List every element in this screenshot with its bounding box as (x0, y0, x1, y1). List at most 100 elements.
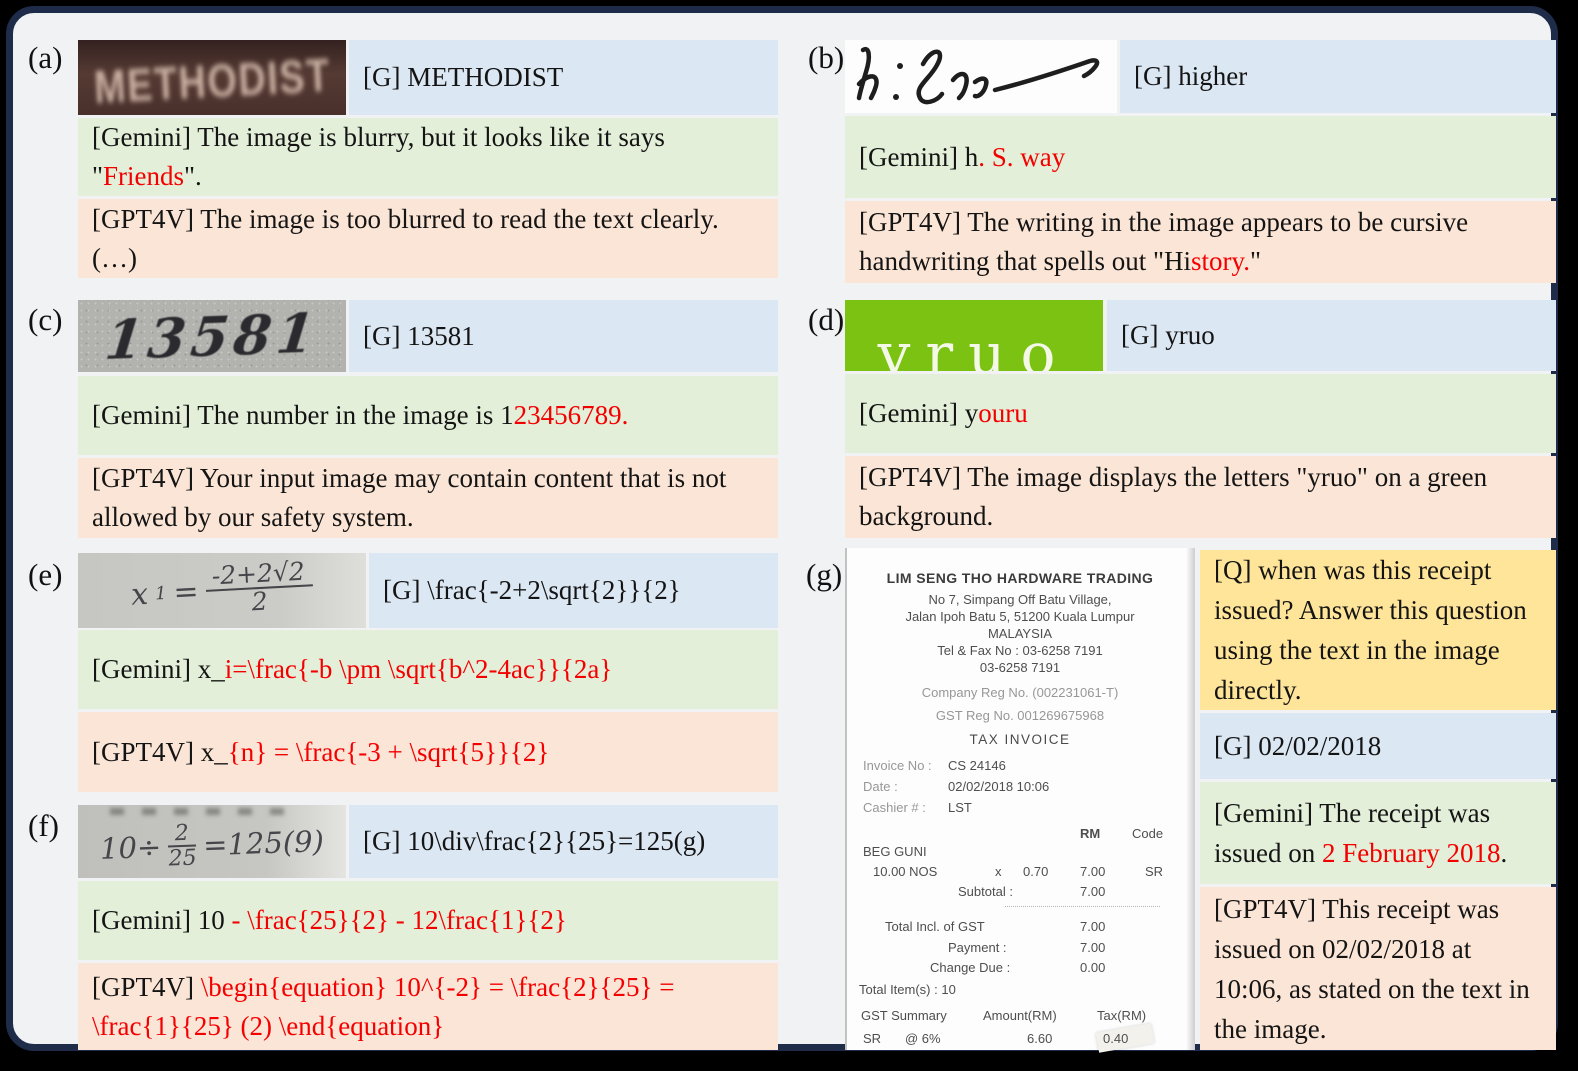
receipt-date-value: 02/02/2018 10:06 (948, 779, 1050, 794)
gpt4v-response-d: [GPT4V] The image displays the letters "… (845, 456, 1556, 538)
receipt-total-value: 7.00 (1080, 919, 1106, 934)
panel-label-f: (f) (28, 808, 59, 843)
gemini-response-d: [Gemini] youru (845, 374, 1556, 453)
ground-truth-g-text: [G] 02/02/2018 (1214, 731, 1382, 761)
yruo-text: yruo (877, 320, 1071, 371)
panel-label-d: (d) (808, 302, 845, 337)
panel-label-e: (e) (28, 557, 63, 592)
ground-truth-f: [G] 10\div\frac{2}{25}=125(g) (349, 805, 778, 878)
gpt4v-response-a: [GPT4V] The image is too blurred to read… (78, 199, 778, 278)
receipt-address-1: No 7, Simpang Off Batu Village, (928, 592, 1112, 607)
gemini-f-seg0: [Gemini] 10 (92, 905, 232, 935)
receipt-country: MALAYSIA (987, 626, 1053, 641)
gemini-response-f: [Gemini] 10 - \frac{25}{2} - 12\frac{1}{… (78, 881, 778, 960)
ground-truth-c: [G] 13581 (349, 300, 778, 372)
gemini-a-seg2: ". (184, 161, 202, 191)
gpt4v-response-g: [GPT4V] This receipt was issued on 02/02… (1200, 887, 1556, 1050)
division-denominator: 25 (168, 846, 198, 873)
receipt-gst-amount: 6.60 (1027, 1031, 1053, 1046)
gemini-response-e: [Gemini] x_i=\frac{-b \pm \sqrt{b^2-4ac}… (78, 630, 778, 709)
gemini-a-seg0: [Gemini] The image is blurry, but it loo… (92, 122, 672, 191)
question-g-text: [Q] when was this receipt issued? Answer… (1214, 555, 1534, 705)
receipt-payment-label: Payment : (948, 940, 1007, 955)
receipt-line-code: SR (1145, 864, 1164, 879)
receipt-store-name: LIM SENG THO HARDWARE TRADING (886, 570, 1154, 586)
handwriting-scrawl (856, 46, 1100, 105)
receipt-divider (1005, 906, 1160, 907)
gpt4v-response-f: [GPT4V] \begin{equation} 10^{-2} = \frac… (78, 963, 778, 1050)
sample-image-yruo: yruo (845, 300, 1103, 371)
gpt4v-response-e: [GPT4V] x_{n} = \frac{-3 + \sqrt{5}}{2} (78, 712, 778, 792)
gpt4v-response-b: [GPT4V] The writing in the image appears… (845, 201, 1556, 283)
receipt-tel-1: Tel & Fax No : 03-6258 7191 (937, 643, 1103, 658)
receipt-gst-reg: GST Reg No. 001269675968 (935, 708, 1105, 723)
division-result: =125(9) (202, 824, 325, 863)
division-prefix: 10÷ (99, 830, 162, 867)
receipt-times: x (995, 864, 1002, 879)
gemini-g-error: 2 February 2018 (1322, 838, 1501, 868)
sample-image-receipt: LIM SENG THO HARDWARE TRADING No 7, Simp… (845, 548, 1195, 1053)
receipt-invoice-value: CS 24146 (948, 758, 1006, 773)
ground-truth-a-text: [G] METHODIST (363, 62, 564, 92)
receipt-cashier-value: LST (948, 800, 972, 815)
panel-label-a: (a) (28, 40, 63, 75)
gpt4v-b-seg2: " (1250, 246, 1262, 276)
receipt-amount-rm: Amount(RM) (983, 1008, 1057, 1023)
gpt4v-g-text: [GPT4V] This receipt was issued on 02/02… (1214, 893, 1537, 1044)
gemini-c-error: 23456789. (513, 400, 629, 430)
formula-sub: 1 (154, 582, 168, 605)
receipt-line-amount: 7.00 (1080, 864, 1106, 879)
receipt-change-value: 0.00 (1080, 960, 1106, 975)
gemini-response-c: [Gemini] The number in the image is 1234… (78, 376, 778, 455)
gemini-g-seg0: [Gemini] The receipt was issued on (1214, 798, 1497, 868)
handwritten-digits: 13581 (101, 300, 323, 372)
receipt-subtotal-label: Subtotal : (958, 884, 1013, 899)
receipt-payment-value: 7.00 (1080, 940, 1106, 955)
receipt-gst-tax: 0.40 (1103, 1031, 1129, 1046)
receipt-company-reg: Company Reg No. (002231061-T) (921, 685, 1119, 700)
receipt-tel-2: 03-6258 7191 (979, 660, 1061, 675)
handwritten-division: 10÷ 2 25 =125(9) (99, 818, 325, 874)
sample-image-higher-handwriting (845, 40, 1117, 113)
gemini-g-seg2: . (1500, 838, 1508, 868)
receipt-change-label: Change Due : (930, 960, 1011, 975)
ground-truth-a: [G] METHODIST (349, 40, 778, 115)
sample-image-formula-f: 10÷ 2 25 =125(9) (78, 805, 346, 878)
gemini-d-error: ouru (978, 398, 1028, 428)
receipt-rate: @ 6% (905, 1031, 941, 1046)
ground-truth-c-text: [G] 13581 (363, 320, 475, 351)
formula-eq: = (172, 574, 200, 611)
gpt4v-e-seg0: [GPT4V] x_ (92, 736, 228, 767)
ground-truth-d-text: [G] yruo (1121, 320, 1215, 350)
ground-truth-e-text: [G] \frac{-2+2\sqrt{2}}{2} (383, 575, 681, 605)
gemini-b-error: . S. way (978, 141, 1066, 172)
receipt-date-label: Date : (863, 779, 898, 794)
gpt4v-f-error: \begin{equation} 10^{-2} = \frac{2}{25} … (92, 971, 682, 1041)
receipt-subtotal-value: 7.00 (1080, 884, 1106, 899)
receipt-address-2: Jalan Ipoh Batu 5, 51200 Kuala Lumpur (905, 609, 1135, 624)
ground-truth-e: [G] \frac{-2+2\sqrt{2}}{2} (369, 553, 778, 628)
gpt4v-e-error: {n} = \frac{-3 + \sqrt{5}}{2} (227, 736, 550, 767)
gemini-b-seg0: [Gemini] h (859, 141, 979, 172)
gpt4v-response-c: [GPT4V] Your input image may contain con… (78, 458, 778, 538)
gpt4v-f-seg0: [GPT4V] (92, 971, 201, 1002)
gemini-d-seg0: [Gemini] y (859, 398, 979, 428)
gpt4v-b-seg0: [GPT4V] The writing in the image appears… (859, 207, 1475, 276)
receipt-tax-rm: Tax(RM) (1097, 1008, 1147, 1023)
gemini-response-a: [Gemini] The image is blurry, but it loo… (78, 118, 778, 196)
ground-truth-f-text: [G] 10\div\frac{2}{25}=125(g) (363, 826, 706, 856)
receipt-total-items: Total Item(s) : 10 (859, 982, 956, 997)
panel-label-c: (c) (28, 302, 63, 337)
panel-label-g: (g) (806, 557, 843, 592)
ground-truth-b: [G] higher (1120, 40, 1556, 113)
gemini-a-error: Friends (103, 161, 185, 191)
question-g: [Q] when was this receipt issued? Answer… (1200, 550, 1556, 710)
methodist-sign-text: METHODIST (92, 48, 332, 113)
receipt-item-name: BEG GUNI (863, 844, 927, 859)
gemini-e-seg0: [Gemini] x_ (92, 654, 225, 684)
division-numerator: 2 (167, 821, 197, 849)
receipt-col-rm: RM (1080, 826, 1101, 841)
gemini-e-error: i=\frac{-b \pm \sqrt{b^2-4ac}}{2a} (224, 654, 613, 684)
